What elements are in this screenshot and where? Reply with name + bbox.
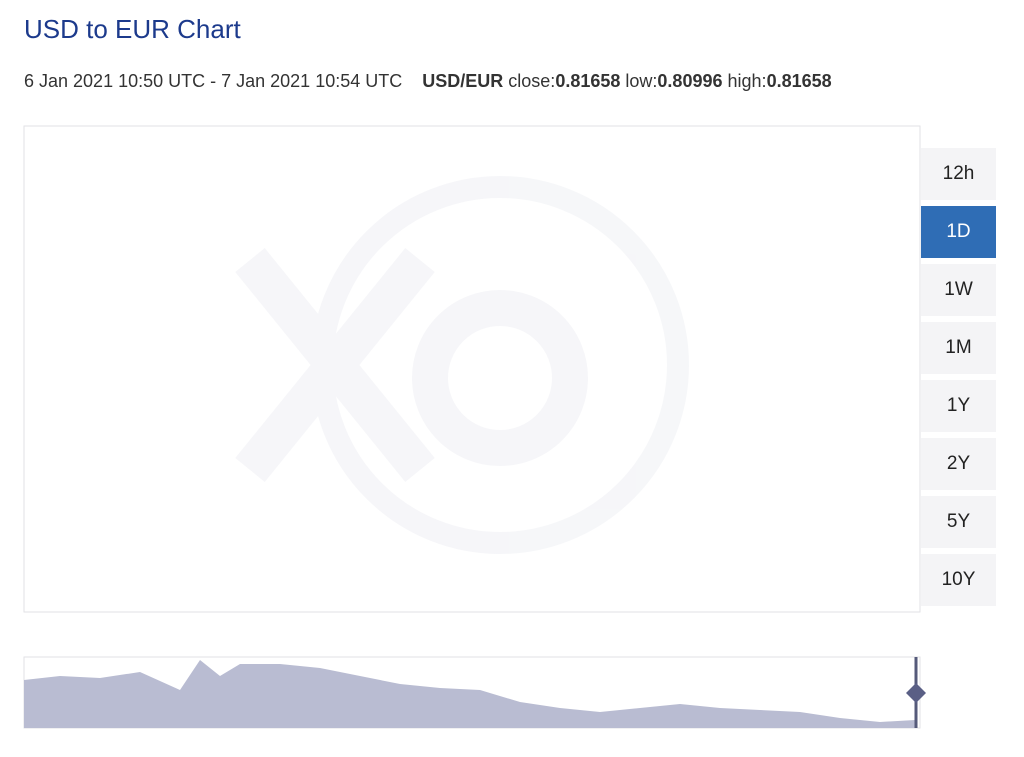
label: high: bbox=[727, 71, 767, 91]
range-button[interactable]: 5Y bbox=[921, 496, 996, 548]
value: 0.81658 bbox=[766, 71, 832, 91]
value: 0.81658 bbox=[555, 71, 621, 91]
range: 6 Jan 2021 10:50 UTC - 7 Jan 2021 10:54 … bbox=[24, 71, 403, 91]
watermark bbox=[235, 176, 689, 554]
range-button[interactable]: 1W bbox=[921, 264, 996, 316]
navigator-series bbox=[24, 660, 915, 728]
subtitle: 6 Jan 2021 10:50 UTC - 7 Jan 2021 10:54 … bbox=[24, 71, 832, 92]
label: low: bbox=[625, 71, 658, 91]
range-selector: 12h 1D 1W 1M 1Y 2Y 5Y 10Y bbox=[921, 148, 996, 612]
plot-area bbox=[23, 125, 921, 613]
range-button[interactable]: 1D bbox=[921, 206, 996, 258]
chart-title: USD to EUR Chart bbox=[24, 14, 241, 44]
pair: USD/EUR bbox=[422, 71, 504, 91]
range-button[interactable]: 12h bbox=[921, 148, 996, 200]
range-button[interactable]: 10Y bbox=[921, 554, 996, 606]
range-button[interactable]: 1M bbox=[921, 322, 996, 374]
navigator-handle[interactable] bbox=[906, 683, 926, 703]
range-button[interactable]: 2Y bbox=[921, 438, 996, 490]
label: close: bbox=[508, 71, 556, 91]
value: 0.80996 bbox=[657, 71, 723, 91]
range-button[interactable]: 1Y bbox=[921, 380, 996, 432]
